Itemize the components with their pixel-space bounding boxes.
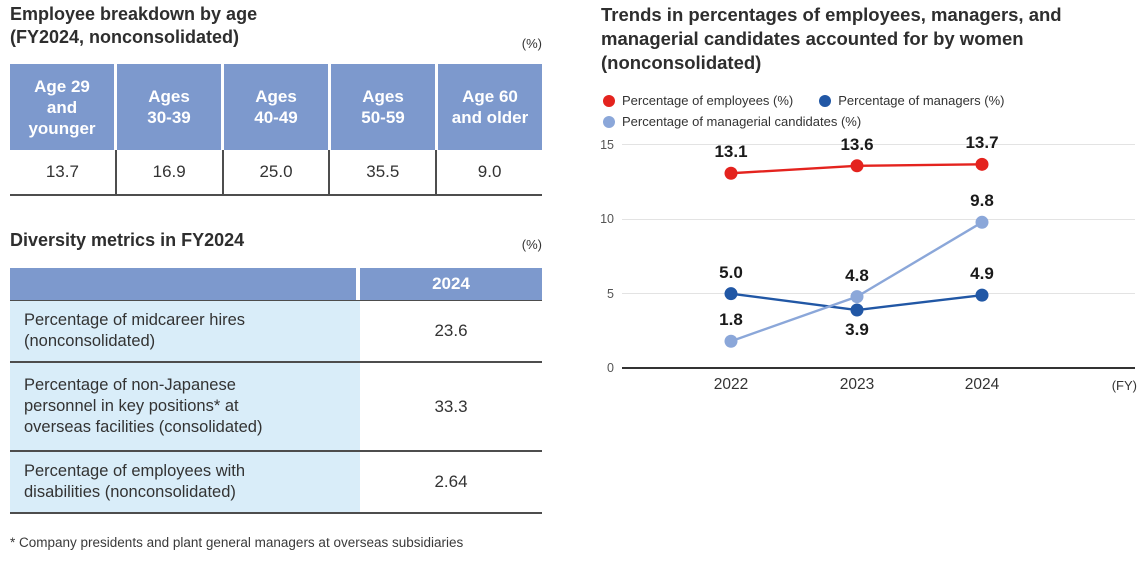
data-point — [850, 290, 864, 304]
legend-item-managerial-candidates: Percentage of managerial candidates (%) — [603, 114, 861, 129]
diversity-metrics-table: 2024 Percentage of midcareer hires (nonc… — [10, 268, 542, 514]
legend-label: Percentage of managers (%) — [838, 93, 1005, 108]
age-table-header-cell: Age 60 and older — [438, 64, 542, 150]
diversity-table-year-header: 2024 — [360, 268, 542, 300]
legend-label: Percentage of managerial candidates (%) — [622, 114, 862, 129]
legend-dot — [603, 94, 615, 107]
age-table-value-cell: 13.7 — [10, 150, 115, 194]
diversity-row-label: Percentage of non-Japanese personnel in … — [10, 363, 360, 450]
age-table-header-row: Age 29 and younger Ages 30-39 Ages 40-49… — [10, 64, 542, 150]
data-point — [724, 166, 738, 180]
data-point-label: 13.1 — [714, 142, 748, 162]
age-table-header-cell: Age 29 and younger — [10, 64, 114, 150]
gridline — [622, 218, 1135, 220]
diversity-row-label: Percentage of employees with disabilitie… — [10, 452, 360, 512]
age-breakdown-table: Age 29 and younger Ages 30-39 Ages 40-49… — [10, 64, 542, 196]
data-point-label: 4.8 — [845, 265, 869, 285]
data-point — [975, 288, 989, 302]
diversity-row-value: 23.6 — [360, 301, 542, 361]
diversity-row-value: 2.64 — [360, 452, 542, 512]
data-point-label: 13.7 — [965, 133, 999, 153]
x-tick-label: 2023 — [839, 376, 875, 393]
footnote: * Company presidents and plant general m… — [10, 535, 464, 550]
age-table-header-cell: Ages 30-39 — [117, 64, 221, 150]
age-table-unit-label: (%) — [521, 36, 542, 51]
diversity-row-label: Percentage of midcareer hires (nonconsol… — [10, 301, 360, 361]
age-table-value-cell: 25.0 — [221, 150, 329, 194]
chart-plot: 0 5 10 15 2022 2023 2024 (FY) 13.1 13.6 13.7 5.0 3.9… — [600, 133, 1141, 408]
legend-row: Percentage of managerial candidates (%) — [603, 114, 1004, 129]
y-tick-label: 0 — [607, 361, 614, 375]
diversity-row-value: 33.3 — [360, 363, 542, 450]
legend-item-employees: Percentage of employees (%) — [603, 93, 793, 108]
data-point — [975, 157, 989, 171]
age-table-value-row: 13.7 16.9 25.0 35.5 9.0 — [10, 150, 542, 196]
y-tick-label: 10 — [600, 212, 614, 227]
legend-row: Percentage of employees (%) Percentage o… — [603, 93, 1004, 108]
legend-dot — [819, 94, 832, 107]
table-row: Percentage of midcareer hires (nonconsol… — [10, 301, 542, 363]
data-point-label: 9.8 — [970, 191, 994, 211]
data-point — [975, 215, 989, 229]
age-table-value-cell: 9.0 — [435, 150, 542, 194]
chart-section: Trends in percentages of employees, mana… — [600, 0, 1141, 563]
legend-label: Percentage of employees (%) — [622, 93, 794, 108]
gridline — [622, 293, 1135, 295]
legend-item-managers: Percentage of managers (%) — [819, 93, 1004, 108]
diversity-table-unit-label: (%) — [521, 237, 542, 252]
data-point — [724, 287, 738, 301]
data-point — [850, 303, 864, 317]
data-point — [724, 334, 738, 348]
data-point — [850, 159, 864, 173]
data-point-label: 5.0 — [719, 262, 743, 282]
data-point-label: 1.8 — [719, 310, 743, 330]
table-row: Percentage of employees with disabilitie… — [10, 452, 542, 514]
y-tick-label: 15 — [600, 138, 614, 152]
y-tick-label: 5 — [607, 286, 614, 301]
age-table-value-cell: 16.9 — [114, 150, 222, 194]
chart-canvas — [724, 157, 989, 348]
x-tick-label: 2024 — [964, 376, 1000, 393]
diversity-table-header-empty-cell — [10, 268, 356, 300]
left-column: Employee breakdown by age (FY2024, nonco… — [10, 0, 542, 563]
diversity-table-header-row: 2024 — [10, 268, 542, 301]
table-row: Percentage of non-Japanese personnel in … — [10, 363, 542, 452]
x-axis-line — [622, 367, 1135, 369]
data-point-label: 13.6 — [840, 134, 874, 154]
age-table-value-cell: 35.5 — [328, 150, 436, 194]
legend-dot — [603, 115, 615, 128]
gridline — [622, 144, 1135, 146]
age-table-header-cell: Ages 50-59 — [331, 64, 435, 150]
chart-legend: Percentage of employees (%) Percentage o… — [603, 93, 1004, 135]
data-point-label: 4.9 — [970, 264, 994, 284]
chart-title: Trends in percentages of employees, mana… — [601, 4, 1062, 73]
age-table-title: Employee breakdown by age (FY2024, nonco… — [10, 4, 258, 47]
data-point-label: 3.9 — [845, 320, 869, 340]
x-tick-label: 2022 — [713, 376, 749, 393]
x-axis-unit-label: (FY) — [1111, 378, 1137, 393]
age-table-header-cell: Ages 40-49 — [224, 64, 328, 150]
diversity-table-title: Diversity metrics in FY2024 — [10, 230, 245, 250]
